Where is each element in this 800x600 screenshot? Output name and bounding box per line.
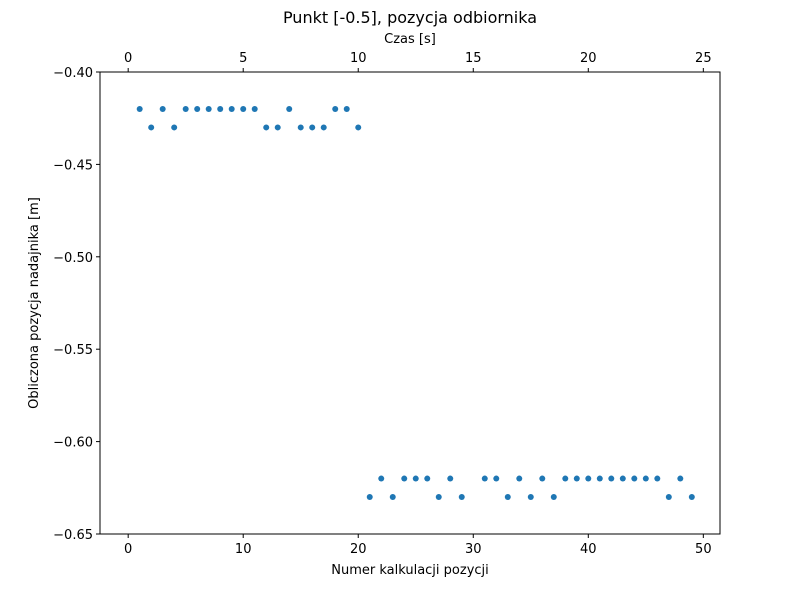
data-point	[389, 494, 396, 501]
top-x-tick-label: 15	[465, 51, 482, 66]
points-group	[136, 105, 695, 501]
data-point	[182, 105, 189, 112]
data-point	[424, 475, 431, 482]
top-x-tick-label: 10	[350, 51, 367, 66]
data-point	[343, 105, 350, 112]
data-point	[688, 494, 695, 501]
top-axis-label: Czas [s]	[384, 32, 436, 47]
data-point	[435, 494, 442, 501]
data-point	[205, 105, 212, 112]
y-axis-label: Obliczona pozycja nadajnika [m]	[27, 197, 42, 409]
data-point	[596, 475, 603, 482]
data-point	[366, 494, 373, 501]
plot-frame	[99, 71, 721, 535]
data-point	[378, 475, 385, 482]
data-point	[251, 105, 258, 112]
x-tick-label: 30	[465, 542, 482, 557]
x-tick-label: 10	[235, 542, 252, 557]
x-tick-label: 20	[350, 542, 367, 557]
data-point	[240, 105, 247, 112]
top-x-tick-label: 5	[239, 51, 247, 66]
data-point	[309, 124, 316, 131]
data-point	[332, 105, 339, 112]
top-x-tick-label: 20	[580, 51, 597, 66]
data-point	[504, 494, 511, 501]
data-point	[539, 475, 546, 482]
data-point	[631, 475, 638, 482]
top-x-tick-label: 0	[124, 51, 132, 66]
x-tick-label: 40	[580, 542, 597, 557]
data-point	[228, 105, 235, 112]
data-point	[263, 124, 270, 131]
data-point	[608, 475, 615, 482]
chart-title: Punkt [-0.5], pozycja odbiornika	[283, 8, 537, 27]
data-point	[677, 475, 684, 482]
y-tick-label: −0.60	[53, 436, 93, 451]
data-point	[217, 105, 224, 112]
data-point	[654, 475, 661, 482]
data-point	[297, 124, 304, 131]
data-point	[136, 105, 143, 112]
x-tick-label: 0	[124, 542, 132, 557]
data-point	[493, 475, 500, 482]
data-point	[447, 475, 454, 482]
data-point	[171, 124, 178, 131]
data-point	[562, 475, 569, 482]
y-tick-label: −0.65	[53, 528, 93, 543]
data-point	[527, 494, 534, 501]
data-point	[148, 124, 155, 131]
data-point	[194, 105, 201, 112]
data-point	[412, 475, 419, 482]
top-x-tick-label: 25	[695, 51, 712, 66]
y-tick-label: −0.50	[53, 251, 93, 266]
data-point	[458, 494, 465, 501]
data-point	[573, 475, 580, 482]
data-point	[550, 494, 557, 501]
data-point	[401, 475, 408, 482]
data-point	[516, 475, 523, 482]
data-point	[585, 475, 592, 482]
data-point	[274, 124, 281, 131]
data-point	[665, 494, 672, 501]
data-point	[320, 124, 327, 131]
data-point	[481, 475, 488, 482]
data-point	[642, 475, 649, 482]
data-point	[619, 475, 626, 482]
y-tick-label: −0.45	[53, 158, 93, 173]
ticks-group: 0 10 20 30 40 50 0 5 10 15 20 25 −0.40 −0.45 −0.50 −0.5…	[53, 51, 711, 557]
x-axis-label: Numer kalkulacji pozycji	[331, 563, 489, 578]
y-tick-label: −0.40	[53, 66, 93, 81]
data-point	[159, 105, 166, 112]
x-tick-label: 50	[695, 542, 712, 557]
y-tick-label: −0.55	[53, 343, 93, 358]
data-point	[355, 124, 362, 131]
data-point	[286, 105, 293, 112]
